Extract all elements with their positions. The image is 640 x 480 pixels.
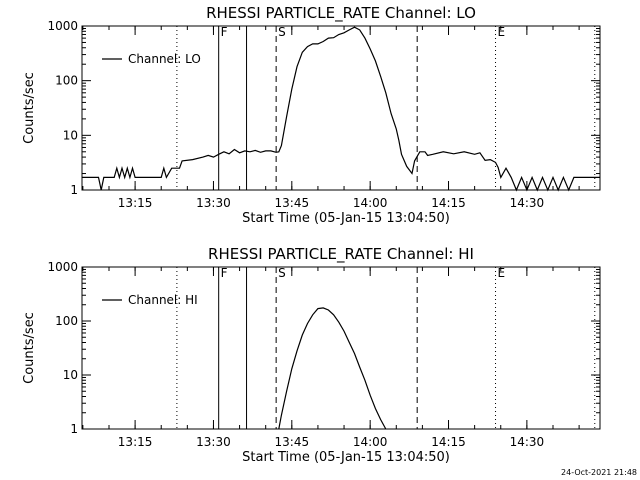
x-tick-label: 13:45 [275, 435, 310, 449]
x-axis-label: Start Time (05-Jan-15 13:04:50) [242, 211, 450, 226]
time-marker-label: S [278, 266, 286, 280]
x-tick-label: 14:15 [431, 435, 466, 449]
panel-lo: RHESSI PARTICLE_RATE Channel: LO Counts/s… [22, 4, 601, 226]
time-marker-label: S [278, 25, 286, 39]
legend-label: Channel: HI [128, 293, 198, 307]
y-tick-label: 10 [63, 128, 78, 142]
legend-label: Channel: LO [128, 52, 201, 66]
x-tick-label: 13:30 [196, 435, 231, 449]
y-tick-label: 10 [63, 368, 78, 382]
y-tick-label: 100 [55, 74, 78, 88]
y-tick-label: 1 [70, 183, 78, 197]
x-tick-label: 14:30 [510, 196, 545, 210]
footer-timestamp: 24-Oct-2021 21:48 [561, 468, 637, 477]
y-tick-label: 1000 [47, 260, 78, 274]
time-marker-label: F [221, 266, 228, 280]
x-tick-label: 14:30 [510, 435, 545, 449]
series-line-0 [278, 307, 387, 430]
time-marker-label: E [498, 266, 506, 280]
y-axis-label: Counts/sec [22, 312, 37, 384]
plot-frame [81, 266, 601, 430]
y-axis-label: Counts/sec [22, 72, 37, 144]
chart-title: RHESSI PARTICLE_RATE Channel: HI [208, 245, 474, 264]
series-line-0 [82, 26, 600, 192]
x-tick-label: 14:00 [353, 435, 388, 449]
y-tick-label: 100 [55, 314, 78, 328]
x-axis-label: Start Time (05-Jan-15 13:04:50) [242, 450, 450, 465]
plot-frame [81, 25, 601, 191]
x-tick-label: 14:15 [431, 196, 466, 210]
y-tick-label: 1000 [47, 19, 78, 33]
x-tick-label: 13:30 [196, 196, 231, 210]
time-marker-label: E [498, 25, 506, 39]
x-tick-label: 14:00 [353, 196, 388, 210]
x-tick-label: 13:15 [118, 435, 153, 449]
time-marker-label: F [221, 25, 228, 39]
chart-title: RHESSI PARTICLE_RATE Channel: LO [206, 4, 476, 23]
x-tick-label: 13:45 [275, 196, 310, 210]
panel-hi: RHESSI PARTICLE_RATE Channel: HI Counts/s… [22, 245, 601, 465]
y-tick-label: 1 [70, 422, 78, 436]
x-tick-label: 13:15 [118, 196, 153, 210]
